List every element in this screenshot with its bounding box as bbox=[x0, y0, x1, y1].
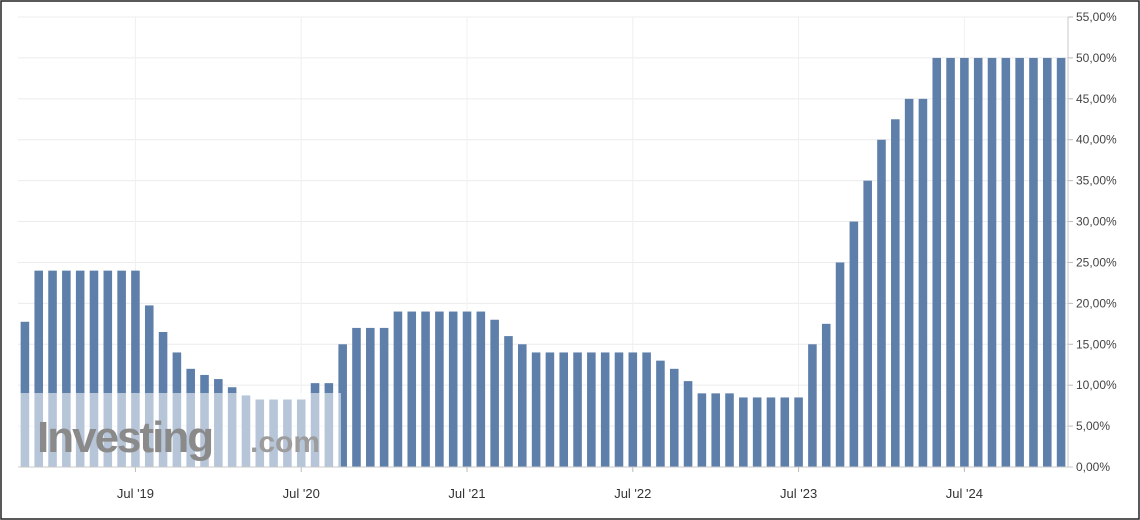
bar bbox=[794, 397, 803, 467]
bar bbox=[559, 352, 569, 467]
y-tick-label: 30,00% bbox=[1076, 215, 1117, 229]
bar bbox=[62, 270, 71, 467]
x-tick-label: Jul '21 bbox=[448, 486, 485, 501]
y-tick-label: 10,00% bbox=[1076, 378, 1117, 392]
x-tick-label: Jul '24 bbox=[946, 486, 983, 501]
bar bbox=[614, 352, 624, 467]
y-tick-label: 20,00% bbox=[1076, 296, 1117, 310]
bar bbox=[531, 352, 541, 467]
bar bbox=[103, 270, 113, 467]
bar bbox=[448, 311, 458, 467]
bar bbox=[987, 57, 997, 467]
bar bbox=[918, 98, 928, 467]
bar bbox=[808, 344, 817, 467]
x-tick-label: Jul '19 bbox=[117, 486, 154, 501]
bar bbox=[1029, 57, 1038, 467]
bar bbox=[1015, 57, 1024, 467]
bar bbox=[379, 327, 389, 467]
bar bbox=[366, 327, 375, 467]
y-tick-label: 45,00% bbox=[1076, 92, 1117, 106]
bar bbox=[573, 352, 582, 467]
bar bbox=[697, 393, 707, 467]
bar bbox=[504, 336, 513, 467]
bar bbox=[435, 311, 444, 467]
y-tick-label: 50,00% bbox=[1076, 51, 1117, 65]
bar bbox=[587, 352, 596, 467]
watermark-background bbox=[19, 393, 341, 467]
bar bbox=[752, 397, 762, 467]
bar bbox=[407, 311, 417, 467]
y-tick-label: 25,00% bbox=[1076, 255, 1117, 269]
bar bbox=[946, 57, 955, 467]
y-tick-label: 35,00% bbox=[1076, 174, 1117, 188]
bar bbox=[711, 393, 720, 467]
bar bbox=[517, 344, 527, 467]
bar bbox=[849, 221, 859, 467]
bar bbox=[766, 397, 776, 467]
bar bbox=[683, 381, 693, 467]
bar bbox=[821, 323, 831, 467]
bar bbox=[960, 57, 969, 467]
y-tick-labels: 0,00% 5,00% 10,00% 15,00% 20,00% 25,00% 30,00%… bbox=[1076, 10, 1117, 474]
y-tick-label: 0,00% bbox=[1076, 460, 1110, 474]
bar bbox=[75, 270, 85, 467]
bar bbox=[891, 119, 900, 468]
bar bbox=[904, 98, 914, 467]
y-tick-label: 40,00% bbox=[1076, 133, 1117, 147]
y-tick-label: 15,00% bbox=[1076, 337, 1117, 351]
bar bbox=[352, 327, 361, 467]
bar bbox=[973, 57, 983, 467]
bar bbox=[421, 311, 430, 467]
x-tick-labels: Jul '19 Jul '20 Jul '21 Jul '22 Jul '23 Jul '… bbox=[117, 486, 983, 501]
bar bbox=[669, 368, 679, 467]
watermark-investing-text: Investing bbox=[37, 413, 212, 462]
bar bbox=[835, 262, 845, 467]
bar bbox=[725, 393, 734, 467]
x-tick-label: Jul '20 bbox=[283, 486, 320, 501]
bar bbox=[628, 352, 638, 467]
bar bbox=[89, 270, 99, 467]
watermark-dotcom-text: .com bbox=[250, 426, 320, 459]
x-tick-label: Jul '23 bbox=[780, 486, 817, 501]
axis-layer bbox=[18, 16, 1073, 472]
bar bbox=[932, 57, 942, 467]
bar bbox=[34, 270, 44, 467]
bar bbox=[863, 180, 872, 467]
watermark-layer: Investing .com bbox=[19, 393, 341, 467]
bar bbox=[877, 139, 886, 468]
x-tick-label: Jul '22 bbox=[614, 486, 651, 501]
bar bbox=[1001, 57, 1011, 467]
bar bbox=[642, 352, 651, 467]
bar bbox=[656, 360, 665, 467]
bar bbox=[780, 397, 790, 467]
bar bbox=[131, 270, 140, 467]
bar bbox=[545, 352, 555, 467]
y-tick-label: 5,00% bbox=[1076, 419, 1110, 433]
bar bbox=[393, 311, 403, 467]
bar bbox=[476, 311, 486, 467]
bar bbox=[144, 305, 154, 467]
bar bbox=[462, 311, 472, 467]
y-tick-label: 55,00% bbox=[1076, 10, 1117, 24]
bar bbox=[117, 270, 126, 467]
bar bbox=[338, 344, 347, 467]
bar bbox=[1042, 57, 1052, 467]
bar bbox=[739, 397, 748, 467]
bar bbox=[600, 352, 610, 467]
bar bbox=[490, 319, 499, 467]
bar bbox=[48, 270, 57, 467]
bar bbox=[1056, 57, 1066, 467]
